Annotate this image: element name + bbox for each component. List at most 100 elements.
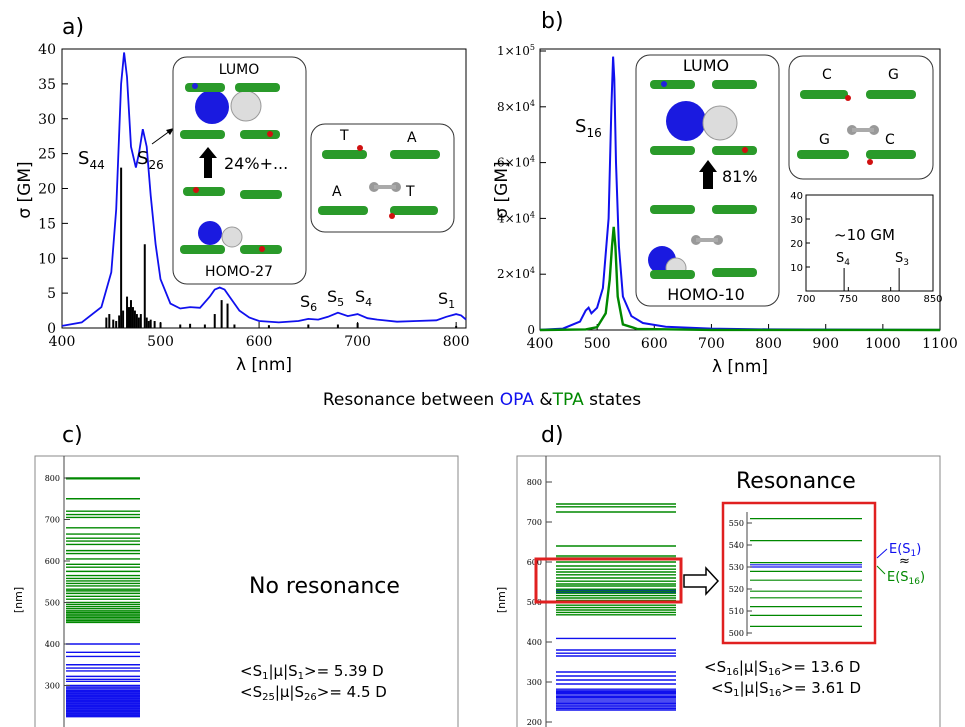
base-label-c2: C (885, 132, 895, 148)
level-ytick-label: 600 (527, 558, 542, 567)
base-label-a2: A (332, 184, 342, 200)
panel-a-xtick-label: 700 (344, 334, 371, 350)
panel-a-ytick-label: 40 (38, 42, 56, 58)
energy-pointer-s16 (876, 565, 886, 575)
orbital-a-lumo-label: LUMO (219, 62, 259, 78)
inset-d-ytick-label: 540 (729, 541, 744, 550)
orbital-b-homo-label: HOMO-10 (667, 285, 745, 304)
panel-b-xtick-label: 900 (812, 336, 839, 352)
molecule-illustration-icon (650, 80, 757, 155)
panel-b-xlabel: λ [nm] (712, 357, 768, 377)
base-label-g1: G (888, 67, 899, 83)
panel-b-ytick-exponent: 5 (530, 43, 535, 52)
panel-a-ytick-label: 5 (47, 286, 56, 302)
panel-b-ytick-label: 6×104 (497, 155, 535, 170)
inset-d-ytick-label: 520 (729, 585, 744, 594)
level-ytick-label: 800 (45, 474, 60, 483)
panel-a-ytick-label: 0 (47, 321, 56, 337)
panel-b-label: b) (541, 9, 564, 34)
middle-title-prefix: Resonance between (323, 390, 500, 410)
base-label-t1: T (339, 128, 349, 144)
annot-s4: S4 (355, 287, 372, 309)
inset-d-ytick-label: 510 (729, 607, 744, 616)
panel-d-dipole-1: <S16|μ|S16>= 13.6 D (704, 658, 860, 678)
panel-b-ytick-exponent: 4 (530, 266, 535, 275)
panel-b-ylabel: σ [GM] (492, 161, 512, 218)
level-ytick-label: 700 (527, 518, 542, 527)
orbital-b-percent: 81% (722, 167, 758, 186)
inset-b-xtick-label: 750 (839, 294, 858, 305)
panel-c-levels (66, 477, 140, 718)
panel-d-inset-levels: 500 510 520 530 540 550 (729, 517, 862, 638)
panel-a-xtick-label: 600 (246, 334, 273, 350)
panel-b-ytick-exponent: 4 (530, 99, 535, 108)
panel-a-label: a) (62, 15, 84, 40)
panel-d-frame (516, 455, 941, 727)
panel-b-ticks: 400 500 600 700 800 900 1000 1100 0 2×104 4×104 6×1… (497, 43, 958, 352)
orbital-box-b: LUMO 81% HOMO-10 (635, 54, 780, 307)
up-arrow-icon (699, 160, 717, 189)
panel-b: b) 400 500 600 700 800 900 1000 1100 0 2×104 4×104… (492, 9, 958, 377)
panel-d-levels (556, 503, 676, 711)
orbital-b-lumo-label: LUMO (683, 56, 729, 75)
annot-s1: S1 (438, 289, 455, 311)
panel-b-xtick-label: 1100 (922, 336, 958, 352)
middle-title-amp: & (534, 390, 553, 410)
level-ytick-label: 600 (45, 557, 60, 566)
base-pair-box-a: T A A T (310, 123, 455, 233)
panel-d-text: Resonance (736, 469, 856, 494)
panel-b-tpa-curve (539, 226, 941, 332)
inset-d-ytick-label: 500 (729, 629, 744, 638)
annot-s16: S16 (575, 116, 602, 140)
base-label-a1: A (407, 130, 417, 146)
panel-b-ytick-label: 8×104 (497, 99, 535, 114)
level-ytick-label: 500 (527, 598, 542, 607)
panel-a-ytick-label: 30 (38, 112, 56, 128)
level-ytick-label: 400 (45, 640, 60, 649)
orbital-a-homo-label: HOMO-27 (205, 264, 273, 280)
inset-b-xtick-label: 850 (923, 294, 942, 305)
panel-b-xtick-label: 500 (584, 336, 611, 352)
orbital-box-a: LUMO 24%+... HOMO-27 (172, 56, 307, 285)
base-pair-box-b: C G G C (788, 55, 934, 180)
inset-d-ytick-label: 530 (729, 563, 744, 572)
panel-a-ytick-label: 15 (38, 216, 56, 232)
panel-b-xtick-label: 1000 (865, 336, 901, 352)
molecule-illustration-icon (318, 145, 440, 219)
panel-a-ylabel: σ [GM] (15, 161, 35, 218)
panel-b-ytick-label: 4×104 (497, 210, 535, 225)
panel-d-highlight-box (534, 557, 683, 604)
panel-b-ytick-label: 0 (527, 323, 535, 337)
inset-b-ytick-label: 20 (790, 239, 803, 250)
inset-b-xtick-label: 700 (796, 294, 815, 305)
panel-b-inset-ticks: 700 750 800 850 10 20 30 40 (790, 191, 942, 305)
inset-b-xtick-label: 800 (881, 294, 900, 305)
panel-d-label: d) (541, 423, 564, 448)
energy-label-s16: E(S16) (887, 570, 925, 587)
level-ytick-label: 200 (527, 718, 542, 727)
level-ytick-label: 300 (527, 678, 542, 687)
panel-a-ytick-label: 25 (38, 147, 56, 163)
molecule-illustration-icon (180, 187, 282, 254)
middle-title-tpa: TPA (552, 390, 585, 410)
panel-c-label: c) (62, 423, 83, 448)
molecule-illustration-icon (180, 83, 280, 139)
panel-a-ytick-label: 20 (38, 182, 56, 198)
molecule-illustration-icon (648, 205, 757, 279)
level-ytick-label: 300 (45, 682, 60, 691)
panel-b-xtick-label: 600 (641, 336, 668, 352)
panel-a-ytick-label: 10 (38, 251, 56, 267)
molecule-illustration-icon (797, 90, 916, 165)
annot-s6: S6 (300, 292, 317, 314)
panel-c-ticks: 300 400 500 600 700 800 (45, 474, 70, 691)
panel-d-ylabel: [nm] (495, 587, 508, 613)
inset-b-ytick-label: 30 (790, 215, 803, 226)
middle-title-opa: OPA (500, 390, 535, 410)
annot-s5: S5 (327, 287, 344, 309)
panel-a-xtick-label: 400 (49, 334, 76, 350)
hollow-right-arrow-icon (683, 566, 720, 596)
